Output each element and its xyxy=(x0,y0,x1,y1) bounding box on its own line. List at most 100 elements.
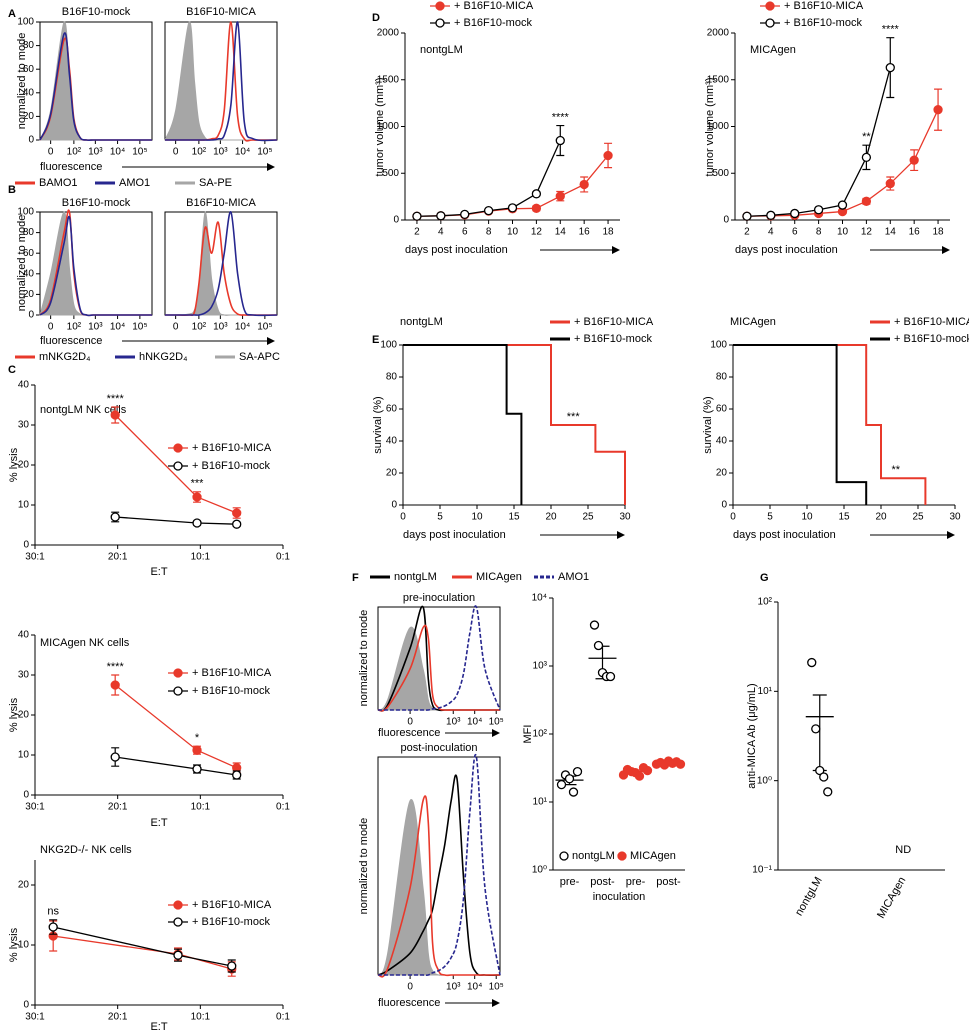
legend-label: + B16F10-mock xyxy=(894,333,969,345)
x-axis-label: inoculation xyxy=(593,891,646,903)
data-point xyxy=(555,191,565,201)
x-tick-label: pre- xyxy=(560,876,580,888)
x-tick-label: 15 xyxy=(508,512,520,523)
x-tick-label: 20:1 xyxy=(108,802,128,813)
legend-marker xyxy=(173,917,183,927)
x-tick-label: 18 xyxy=(602,227,614,238)
y-tick-label: 10⁰ xyxy=(757,775,772,786)
legend-marker xyxy=(435,1,445,11)
y-tick-label: 20 xyxy=(23,111,35,122)
histogram-area xyxy=(164,211,277,316)
data-point xyxy=(572,766,583,777)
y-axis-label: tumor volume (mm³) xyxy=(374,77,386,176)
axis-arrowhead xyxy=(267,337,275,345)
x-tick-label: post- xyxy=(590,876,615,888)
legend-label: MICAgen xyxy=(630,850,676,862)
histogram-line xyxy=(377,774,501,976)
data-point xyxy=(593,640,604,651)
y-tick-label: 80 xyxy=(23,227,35,238)
x-tick-label: 0 xyxy=(173,322,179,333)
x-tick-label: 16 xyxy=(579,227,591,238)
annotation: *** xyxy=(191,478,205,490)
data-point xyxy=(766,210,776,220)
data-point xyxy=(634,771,645,781)
histogram-area xyxy=(39,211,152,316)
value-label: ND xyxy=(895,844,911,856)
x-tick-label: pre- xyxy=(626,876,646,888)
data-point xyxy=(819,772,829,782)
x-tick-label: 10⁵ xyxy=(489,982,504,993)
chart-title: nontgLM xyxy=(420,44,463,56)
data-point xyxy=(605,671,616,682)
chart-title: post-inoculation xyxy=(400,742,477,754)
axis-arrowhead xyxy=(942,246,950,254)
x-tick-label: 20 xyxy=(875,512,887,523)
x-tick-label: 10 xyxy=(837,227,849,238)
x-tick-label: 30 xyxy=(949,512,961,523)
legend-label: + B16F10-mock xyxy=(784,17,862,29)
annotation: **** xyxy=(107,393,125,405)
annotation: **** xyxy=(882,24,900,36)
data-point xyxy=(232,519,242,529)
y-tick-label: 10 xyxy=(18,500,30,511)
x-tick-label: 10⁴ xyxy=(235,147,250,158)
x-axis-label: days post inoculation xyxy=(403,529,506,541)
x-tick-label: 10² xyxy=(192,322,207,333)
y-tick-label: 0 xyxy=(28,135,34,146)
data-point xyxy=(192,764,202,774)
data-point xyxy=(436,211,446,221)
chart-title: MICAgen NK cells xyxy=(40,637,130,649)
y-tick-label: 30 xyxy=(18,420,30,431)
panel-label: F xyxy=(352,572,359,584)
legend-marker xyxy=(173,461,183,471)
x-axis-label: days post inoculation xyxy=(405,244,508,256)
histogram-line xyxy=(377,795,500,978)
x-axis-label: fluorescence xyxy=(40,335,102,347)
legend-label: + B16F10-mock xyxy=(574,333,652,345)
axis-arrowhead xyxy=(492,729,500,737)
histogram-area xyxy=(376,626,500,711)
data-point xyxy=(861,152,872,163)
legend-label: + B16F10-MICA xyxy=(192,442,272,454)
histogram-line xyxy=(165,211,278,317)
data-line xyxy=(53,926,232,967)
x-tick-label: 10⁵ xyxy=(257,147,272,158)
survival-curve xyxy=(733,344,868,505)
histogram-line xyxy=(378,605,501,711)
data-point xyxy=(483,205,494,216)
data-point xyxy=(885,178,895,189)
data-point xyxy=(642,765,653,776)
data-point xyxy=(173,950,183,960)
data-point xyxy=(815,765,825,776)
histogram-line xyxy=(165,21,278,142)
axis-arrowhead xyxy=(612,246,620,254)
x-tick-label: 10⁴ xyxy=(467,717,482,728)
x-tick-label: 0 xyxy=(730,512,736,523)
y-tick-label: 80 xyxy=(23,40,35,51)
y-tick-label: 10¹ xyxy=(533,797,548,808)
x-tick-label: 10³ xyxy=(88,322,103,333)
x-tick-label: 10 xyxy=(471,512,483,523)
data-point xyxy=(555,135,565,146)
y-tick-label: 40 xyxy=(23,268,35,279)
legend-label: AMO1 xyxy=(558,571,589,583)
legend-marker xyxy=(173,443,183,453)
y-tick-label: 1000 xyxy=(707,121,730,132)
legend-label: nontgLM xyxy=(572,850,615,862)
y-tick-label: 60 xyxy=(386,404,398,415)
panel-label: B xyxy=(8,184,16,196)
data-point xyxy=(110,680,120,690)
data-point xyxy=(192,745,202,755)
y-axis-label: normalized to mode xyxy=(358,818,370,915)
chart-title: MICAgen xyxy=(750,44,796,56)
y-tick-label: 100 xyxy=(17,207,34,218)
x-tick-label: 8 xyxy=(486,227,492,238)
y-tick-label: 30 xyxy=(18,670,30,681)
data-point xyxy=(823,787,833,797)
y-tick-label: 0 xyxy=(23,790,29,801)
legend-label: + B16F10-mock xyxy=(192,916,270,928)
data-line xyxy=(53,935,232,970)
axis-arrowhead xyxy=(617,531,625,539)
annotation: ** xyxy=(892,464,901,476)
annotation: **** xyxy=(107,661,125,673)
